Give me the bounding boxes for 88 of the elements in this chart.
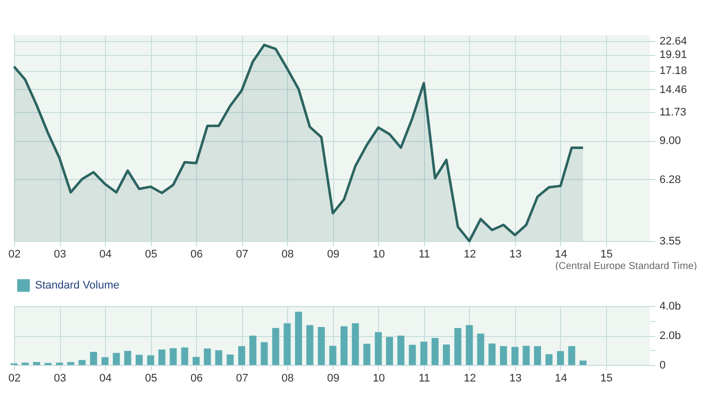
x-tick-label: 14 (554, 372, 568, 384)
bar (340, 326, 348, 365)
bar (556, 351, 564, 365)
legend-label: Standard Volume (35, 280, 120, 292)
x-tick-label: 03 (54, 372, 66, 384)
bar (386, 336, 394, 365)
bar (511, 346, 518, 365)
y-tick-label: 22.64 (660, 35, 688, 48)
x-tick-label: 08 (282, 372, 294, 384)
bar (238, 346, 246, 365)
x-tick-label: 15 (600, 372, 613, 384)
x-tick-label: 08 (282, 248, 294, 260)
bar (534, 346, 542, 365)
bar (192, 356, 200, 365)
bar (500, 346, 507, 365)
bar (363, 344, 370, 365)
bar (295, 312, 302, 365)
y-tick-label: 19.91 (660, 49, 688, 62)
x-tick-label: 11 (418, 372, 430, 384)
y-tick-label: 2.0b (660, 330, 681, 342)
bar (477, 334, 484, 365)
bar (90, 352, 98, 365)
x-tick-label: 02 (8, 372, 21, 384)
bar (580, 360, 587, 365)
x-tick-label: 06 (190, 372, 203, 384)
x-tick-label: 07 (236, 372, 248, 384)
bar (249, 336, 256, 365)
bar (329, 346, 336, 365)
x-tick-label: 10 (372, 248, 385, 260)
x-tick-label: 15 (600, 248, 613, 260)
bar (352, 323, 359, 365)
bar (170, 348, 177, 365)
bar (432, 338, 439, 365)
bar (204, 348, 211, 365)
x-tick-label: 03 (54, 248, 66, 260)
bar (78, 360, 86, 365)
x-tick-label: 05 (145, 372, 158, 384)
y-tick-label: 17.18 (660, 65, 688, 78)
x-tick-label: 12 (464, 248, 476, 260)
x-tick-label: 06 (190, 248, 203, 260)
y-tick-label: 11.73 (660, 106, 686, 118)
bar (181, 347, 188, 365)
y-tick-label: 9.00 (660, 135, 681, 148)
bar (420, 342, 428, 365)
bar (284, 323, 291, 365)
bar (466, 325, 473, 365)
bar (442, 344, 450, 365)
bar (215, 350, 222, 365)
bar (33, 362, 40, 365)
y-tick-label: 14.46 (660, 84, 688, 96)
bar (306, 325, 314, 365)
bar (112, 352, 120, 365)
bar (158, 350, 166, 365)
x-tick-label: 12 (464, 372, 476, 384)
bar (374, 332, 382, 365)
bar (454, 328, 462, 365)
bar (408, 344, 416, 365)
x-tick-label: 10 (372, 372, 385, 384)
x-tick-label: 09 (327, 372, 340, 384)
x-tick-label: 14 (554, 248, 568, 260)
x-tick-label: 11 (418, 248, 430, 260)
bar (318, 326, 325, 365)
x-tick-label: 07 (236, 248, 248, 260)
x-tick-label: 05 (145, 248, 158, 260)
bar (272, 328, 280, 365)
bar (67, 362, 74, 365)
bar (260, 342, 268, 365)
bar (546, 354, 553, 365)
bar (136, 354, 143, 365)
y-tick-label: 4.0b (660, 300, 681, 312)
bar (488, 343, 496, 365)
bar (522, 346, 530, 365)
bar (226, 354, 234, 365)
x-tick-label: 02 (8, 248, 21, 260)
y-tick-label: 3.55 (660, 236, 681, 248)
y-tick-label: 6.28 (660, 174, 681, 186)
x-tick-label: 04 (99, 372, 112, 384)
bar (102, 357, 109, 365)
y-tick-label: 0 (660, 360, 666, 372)
x-tick-label: 04 (99, 248, 112, 260)
x-tick-label: 13 (509, 248, 522, 260)
bar (568, 346, 576, 365)
bar (397, 336, 404, 365)
text: (Central Europe Standard Time) (555, 261, 697, 272)
bar (147, 355, 154, 365)
x-tick-label: 09 (327, 248, 340, 260)
x-tick-label: 13 (509, 372, 522, 384)
bar (124, 350, 132, 365)
